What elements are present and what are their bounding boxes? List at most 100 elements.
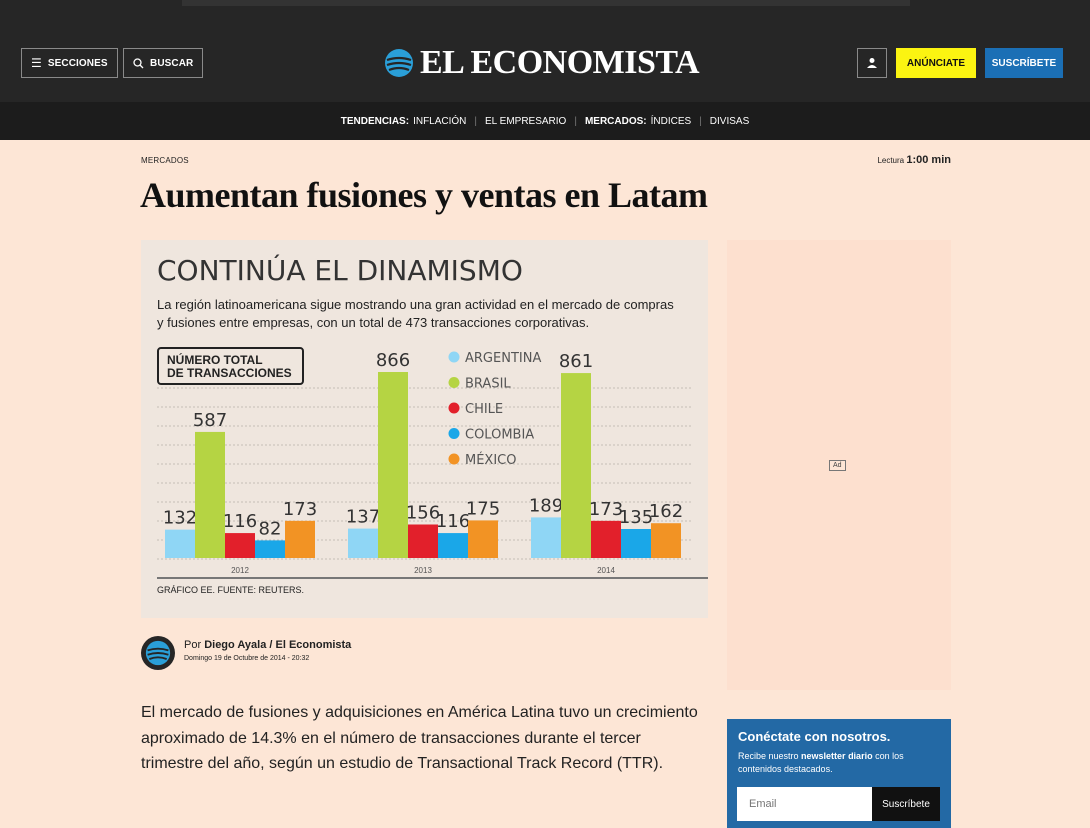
- legend-label: COLOMBIA: [465, 428, 534, 443]
- chart-data-label: 116: [223, 511, 257, 532]
- newsletter-subtitle-bold: newsletter diario: [801, 751, 873, 761]
- chart-category-label: 2012: [231, 566, 249, 575]
- ad-badge[interactable]: Ad: [829, 460, 846, 471]
- newsletter-subscribe-button[interactable]: Suscríbete: [872, 787, 940, 821]
- nav-link-el-empresario[interactable]: EL EMPRESARIO: [485, 115, 567, 127]
- sections-label: SECCIONES: [47, 57, 108, 69]
- newsletter-email-input[interactable]: [737, 787, 872, 821]
- markets-label: MERCADOS:: [584, 115, 647, 127]
- chart-bar: [348, 528, 378, 558]
- chart-bar: [225, 533, 255, 558]
- chart-bar: [438, 533, 468, 558]
- chart-category-label: 2014: [597, 566, 615, 575]
- legend-label: CHILE: [465, 402, 503, 417]
- article-section-kicker[interactable]: MERCADOS: [141, 156, 189, 165]
- chart-bar: [651, 523, 681, 558]
- chart-bar: [255, 540, 285, 558]
- chart-data-label: 175: [466, 498, 500, 519]
- author-logo-icon: [145, 640, 171, 666]
- legend-swatch: [448, 453, 460, 465]
- nav-link-indices[interactable]: ÍNDICES: [650, 115, 692, 127]
- chart-data-label: 861: [559, 351, 593, 372]
- subscribe-button[interactable]: SUSCRÍBETE: [985, 48, 1063, 78]
- user-account-button[interactable]: [857, 48, 887, 78]
- chart-measure-label-1: NÚMERO TOTAL: [167, 352, 263, 367]
- chart-title: CONTINÚA EL DINAMISMO: [157, 253, 523, 287]
- chart-bar: [378, 372, 408, 558]
- search-label: BUSCAR: [150, 57, 194, 69]
- newsletter-box: Conéctate con nosotros. Recibe nuestro n…: [727, 719, 951, 828]
- newsletter-subtitle-post: con los contenidos destacados.: [738, 751, 904, 774]
- chart-data-label: 173: [283, 499, 317, 520]
- chart-subtitle-line-2: y fusiones entre empresas, con un total …: [157, 315, 589, 330]
- sections-button[interactable]: ☰ SECCIONES: [21, 48, 118, 78]
- nav-separator: |: [699, 115, 702, 127]
- top-ad-strip: [0, 0, 1090, 14]
- search-icon: [133, 57, 144, 68]
- newsletter-subtitle: Recibe nuestro newsletter diario con los…: [738, 750, 943, 776]
- legend-label: BRASIL: [465, 377, 511, 392]
- article-title: Aumentan fusiones y ventas en Latam: [140, 175, 708, 215]
- chart-bar: [195, 431, 225, 558]
- logo-text: EL ECONOMISTA: [420, 44, 700, 81]
- chart-data-label: 156: [406, 502, 440, 523]
- author-avatar: [141, 636, 175, 670]
- chart-bar: [531, 517, 561, 558]
- site-header: ☰ SECCIONES BUSCAR EL ECONOMISTA ANÚNCIA…: [0, 14, 1090, 102]
- menu-icon: ☰: [31, 56, 42, 70]
- nav-link-inflacion[interactable]: INFLACIÓN: [413, 115, 467, 127]
- trends-label: TENDENCIAS:: [340, 115, 410, 127]
- legend-label: ARGENTINA: [465, 351, 541, 366]
- chart-data-label: 587: [193, 410, 227, 431]
- chart-bar: [408, 524, 438, 558]
- search-button[interactable]: BUSCAR: [123, 48, 204, 78]
- publish-date: Domingo 19 de Octubre de 2014 - 20:32: [184, 655, 310, 662]
- chart-data-label: 189: [529, 495, 563, 516]
- chart-bar: [165, 529, 195, 558]
- newsletter-subtitle-pre: Recibe nuestro: [738, 751, 802, 761]
- chart-data-label: 173: [589, 499, 623, 520]
- chart-data-label: 137: [346, 507, 380, 528]
- transactions-bar-chart: CONTINÚA EL DINAMISMO La región latinoam…: [157, 253, 708, 595]
- author-name[interactable]: Diego Ayala / El Economista: [204, 639, 352, 651]
- chart-data-label: 866: [376, 350, 410, 371]
- legend-label: MÉXICO: [465, 452, 516, 468]
- chart-data-label: 132: [163, 508, 197, 529]
- legend-swatch: [448, 351, 460, 363]
- legend-swatch: [448, 377, 460, 388]
- chart-measure-label-2: DE TRANSACCIONES: [167, 366, 292, 380]
- reading-time-value: 1:00 min: [906, 154, 951, 166]
- reading-time: Lectura 1:00 min: [877, 154, 951, 166]
- chart-bar: [468, 520, 498, 558]
- legend-swatch: [448, 402, 460, 414]
- legend-swatch: [448, 428, 460, 439]
- top-ad-slot: [182, 0, 910, 6]
- chart-data-label: 82: [259, 518, 282, 539]
- site-logo[interactable]: EL ECONOMISTA: [384, 44, 700, 82]
- nav-link-divisas[interactable]: DIVISAS: [709, 115, 750, 127]
- chart-data-label: 116: [436, 511, 470, 532]
- chart-category-label: 2013: [414, 566, 432, 575]
- author-prefix: Por: [184, 639, 202, 651]
- chart-data-label: 162: [649, 501, 683, 522]
- article-body-paragraph: El mercado de fusiones y adquisiciones e…: [141, 704, 698, 772]
- nav-separator: |: [474, 115, 478, 127]
- nav-separator: |: [574, 115, 577, 127]
- article-infographic: CONTINÚA EL DINAMISMO La región latinoam…: [141, 240, 708, 618]
- article-byline: Por Diego Ayala / El Economista Domingo …: [141, 636, 351, 670]
- chart-bar: [591, 520, 621, 558]
- trending-nav: TENDENCIAS: INFLACIÓN | EL EMPRESARIO | …: [0, 102, 1090, 140]
- newsletter-title: Conéctate con nosotros.: [738, 729, 891, 744]
- author-line: Por Diego Ayala / El Economista: [184, 639, 351, 651]
- chart-data-label: 135: [619, 507, 653, 528]
- logo-globe-icon: [385, 49, 413, 77]
- user-icon: [867, 58, 877, 68]
- reading-time-label: Lectura: [877, 156, 905, 165]
- chart-measure-box: [157, 347, 304, 385]
- chart-bar: [561, 373, 591, 558]
- chart-bar: [621, 529, 651, 558]
- chart-subtitle-line-1: La región latinoamericana sigue mostrand…: [157, 297, 674, 312]
- chart-source: GRÁFICO EE. FUENTE: REUTERS.: [157, 585, 304, 595]
- advertise-button[interactable]: ANÚNCIATE: [896, 48, 976, 78]
- chart-bar: [285, 520, 315, 558]
